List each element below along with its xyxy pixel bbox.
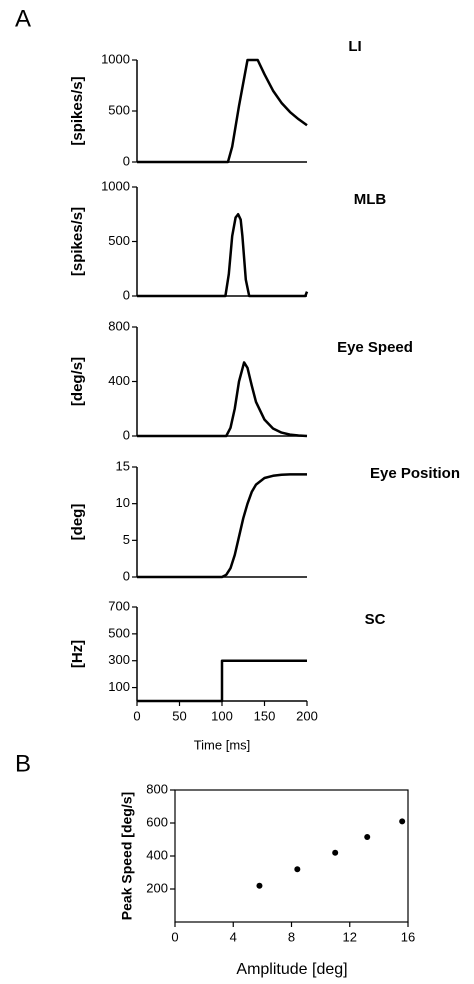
x-tick-label: 50 <box>172 708 186 723</box>
x-tick-label: 0 <box>133 708 140 723</box>
x-tick-label: 12 <box>343 929 357 944</box>
point <box>256 882 263 889</box>
y-tick-label: 10 <box>116 495 130 510</box>
chart-title: Eye Speed <box>337 339 413 356</box>
y-tick-label: 0 <box>123 568 130 583</box>
x-tick-label: 4 <box>230 929 237 944</box>
y-tick-label: 0 <box>123 153 130 168</box>
y-tick-label: 800 <box>108 318 130 333</box>
chart-title: LI <box>348 38 361 55</box>
y-axis-label: [spikes/s] <box>69 76 86 145</box>
chart-title: Eye Position <box>370 465 460 482</box>
y-tick-label: 100 <box>108 679 130 694</box>
y-tick-label: 500 <box>108 625 130 640</box>
x-tick-label: 100 <box>211 708 233 723</box>
y-tick-label: 700 <box>108 598 130 613</box>
y-tick-label: 1000 <box>101 51 130 66</box>
point <box>294 866 301 873</box>
y-tick-label: 400 <box>108 373 130 388</box>
y-tick-label: 500 <box>108 102 130 117</box>
y-tick-label: 15 <box>116 458 130 473</box>
line <box>137 213 309 298</box>
y-axis-label: [deg] <box>69 504 86 541</box>
x-tick-label: 16 <box>401 929 415 944</box>
line <box>137 473 307 579</box>
y-tick-label: 1000 <box>101 178 130 193</box>
x-axis-label: Amplitude [deg] <box>236 961 347 978</box>
y-tick-label: 5 <box>123 532 130 547</box>
line <box>137 361 308 438</box>
x-tick-label: 8 <box>288 929 295 944</box>
y-tick-label: 800 <box>146 781 168 796</box>
y-axis-label: [spikes/s] <box>69 207 86 276</box>
y-tick-label: 400 <box>146 847 168 862</box>
x-tick-label: 150 <box>254 708 276 723</box>
x-tick-label: 200 <box>296 708 318 723</box>
y-axis-label: [deg/s] <box>69 357 86 406</box>
point <box>332 849 339 856</box>
panel-label: A <box>15 5 31 32</box>
y-tick-label: 0 <box>123 287 130 302</box>
y-axis-label: [Hz] <box>69 640 86 668</box>
chart-title: SC <box>365 611 386 628</box>
chart-title: MLB <box>354 191 387 208</box>
point <box>364 834 371 841</box>
x-axis-label: Time [ms] <box>194 737 251 752</box>
y-tick-label: 0 <box>123 427 130 442</box>
panel-label: B <box>15 750 31 777</box>
x-tick-label: 0 <box>171 929 178 944</box>
line <box>137 58 308 164</box>
point <box>399 818 406 825</box>
y-tick-label: 300 <box>108 652 130 667</box>
plot-frame <box>174 789 409 923</box>
y-tick-label: 500 <box>108 233 130 248</box>
y-axis-label: Peak Speed [deg/s] <box>119 792 135 920</box>
y-tick-label: 600 <box>146 814 168 829</box>
line <box>137 659 307 703</box>
y-tick-label: 200 <box>146 880 168 895</box>
